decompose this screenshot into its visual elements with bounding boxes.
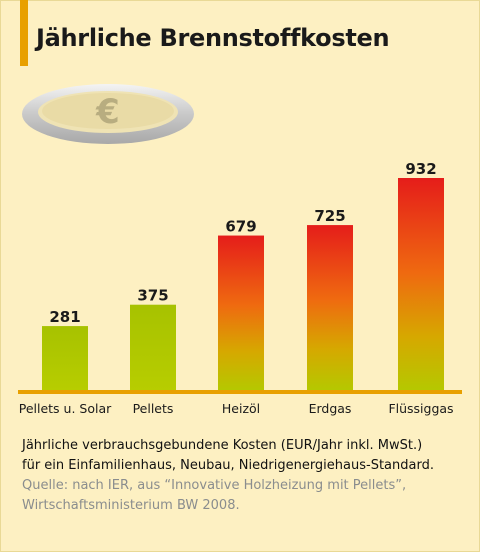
value-label-4: 725 — [314, 207, 345, 225]
title-accent-bar — [20, 0, 28, 66]
category-label-1: Pellets u. Solar — [19, 401, 112, 416]
value-label-3: 679 — [225, 218, 256, 236]
source-line-2: Wirtschaftsministerium BW 2008. — [22, 498, 240, 513]
bar-chart: 281 375 679 725 932 Pellets u. Solar Pellets H… — [18, 160, 462, 416]
category-label-5: Flüssiggas — [388, 401, 453, 416]
source-line-1: Quelle: nach IER, aus “Innovative Holzhe… — [22, 478, 407, 493]
bar-2 — [130, 304, 176, 390]
caption-line-2: für ein Einfamilienhaus, Neubau, Niedrig… — [22, 458, 434, 473]
value-label-1: 281 — [49, 308, 80, 326]
bar-5 — [398, 178, 444, 390]
category-label-3: Heizöl — [222, 401, 260, 416]
value-label-2: 375 — [137, 287, 168, 305]
caption: Jährliche verbrauchsgebundene Kosten (EU… — [22, 436, 472, 516]
bar-4 — [307, 225, 353, 390]
baseline — [18, 390, 462, 394]
svg-text:€: € — [95, 92, 120, 132]
category-label-2: Pellets — [133, 401, 174, 416]
bar-3 — [218, 235, 264, 390]
caption-line-1: Jährliche verbrauchsgebundene Kosten (EU… — [22, 438, 423, 453]
category-label-4: Erdgas — [309, 401, 352, 416]
chart-title: Jährliche Brennstoffkosten — [36, 24, 390, 52]
euro-coin-icon: € — [22, 84, 194, 144]
bar-1 — [42, 326, 88, 390]
value-label-5: 932 — [405, 160, 436, 178]
